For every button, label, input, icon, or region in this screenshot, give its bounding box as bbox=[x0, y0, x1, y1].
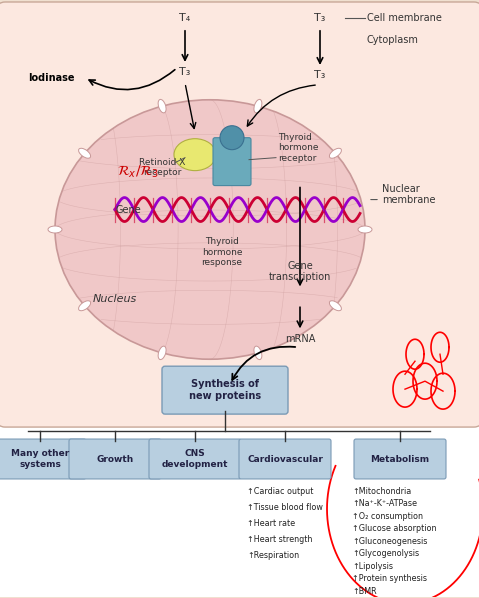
Text: $\mathcal{R}_x$/$\mathcal{R}_3$: $\mathcal{R}_x$/$\mathcal{R}_3$ bbox=[117, 163, 159, 180]
Text: Cytoplasm: Cytoplasm bbox=[367, 35, 419, 45]
Text: ↑Glucose absorption: ↑Glucose absorption bbox=[352, 524, 436, 533]
Ellipse shape bbox=[254, 99, 262, 113]
Text: ↑Protein synthesis: ↑Protein synthesis bbox=[352, 574, 427, 583]
Text: Retinoid X
receptor: Retinoid X receptor bbox=[139, 158, 185, 178]
Text: Thyroid
hormone
receptor: Thyroid hormone receptor bbox=[278, 133, 319, 163]
FancyBboxPatch shape bbox=[354, 439, 446, 479]
Text: Gene
transcription: Gene transcription bbox=[269, 261, 331, 282]
Text: Cell membrane: Cell membrane bbox=[367, 13, 442, 23]
Text: Growth: Growth bbox=[96, 454, 134, 463]
Bar bbox=[0, 419, 479, 597]
Text: ↑Tissue blood flow: ↑Tissue blood flow bbox=[247, 503, 323, 512]
Ellipse shape bbox=[358, 226, 372, 233]
Bar bbox=[0, 0, 479, 419]
Ellipse shape bbox=[254, 346, 262, 359]
FancyBboxPatch shape bbox=[0, 439, 86, 479]
Text: ↑Cardiac output: ↑Cardiac output bbox=[247, 487, 313, 496]
Text: Metabolism: Metabolism bbox=[370, 454, 430, 463]
Ellipse shape bbox=[79, 301, 91, 311]
Text: T₃: T₃ bbox=[179, 67, 191, 77]
Text: ↑Gluconeogenesis: ↑Gluconeogenesis bbox=[352, 537, 427, 546]
Text: ↑O₂ consumption: ↑O₂ consumption bbox=[352, 512, 423, 521]
Ellipse shape bbox=[174, 139, 216, 170]
Ellipse shape bbox=[158, 99, 166, 113]
Ellipse shape bbox=[330, 301, 342, 311]
Text: Synthesis of
new proteins: Synthesis of new proteins bbox=[189, 379, 261, 401]
Text: Iodinase: Iodinase bbox=[28, 73, 75, 83]
FancyBboxPatch shape bbox=[69, 439, 161, 479]
Text: ↑Mitochondria: ↑Mitochondria bbox=[352, 487, 411, 496]
Text: Many other
systems: Many other systems bbox=[11, 449, 69, 469]
Text: ↑Na⁺-K⁺-ATPase: ↑Na⁺-K⁺-ATPase bbox=[352, 499, 417, 508]
FancyBboxPatch shape bbox=[162, 366, 288, 414]
FancyBboxPatch shape bbox=[213, 138, 251, 185]
Ellipse shape bbox=[55, 100, 365, 359]
Text: Nuclear
membrane: Nuclear membrane bbox=[382, 184, 435, 205]
FancyBboxPatch shape bbox=[239, 439, 331, 479]
Text: ↑BMR: ↑BMR bbox=[352, 587, 376, 596]
Text: T₃: T₃ bbox=[314, 13, 326, 23]
Text: Thyroid
hormone
response: Thyroid hormone response bbox=[202, 237, 242, 267]
Text: ↑Lipolysis: ↑Lipolysis bbox=[352, 562, 393, 570]
Text: ↑Glycogenolysis: ↑Glycogenolysis bbox=[352, 550, 419, 559]
FancyBboxPatch shape bbox=[0, 2, 479, 427]
Text: Gene: Gene bbox=[115, 205, 141, 215]
Text: T₃: T₃ bbox=[314, 70, 326, 80]
Text: T₄: T₄ bbox=[179, 13, 191, 23]
Text: CNS
development: CNS development bbox=[162, 449, 228, 469]
FancyBboxPatch shape bbox=[149, 439, 241, 479]
Text: Nucleus: Nucleus bbox=[93, 294, 137, 304]
Ellipse shape bbox=[48, 226, 62, 233]
Text: mRNA: mRNA bbox=[285, 334, 315, 344]
Ellipse shape bbox=[79, 148, 91, 158]
Ellipse shape bbox=[330, 148, 342, 158]
Text: Cardiovascular: Cardiovascular bbox=[247, 454, 323, 463]
Text: ↑Heart strength: ↑Heart strength bbox=[247, 535, 312, 544]
Ellipse shape bbox=[158, 346, 166, 359]
Circle shape bbox=[220, 126, 244, 150]
Text: ↑Respiration: ↑Respiration bbox=[247, 551, 299, 560]
Text: ↑Heart rate: ↑Heart rate bbox=[247, 519, 295, 528]
